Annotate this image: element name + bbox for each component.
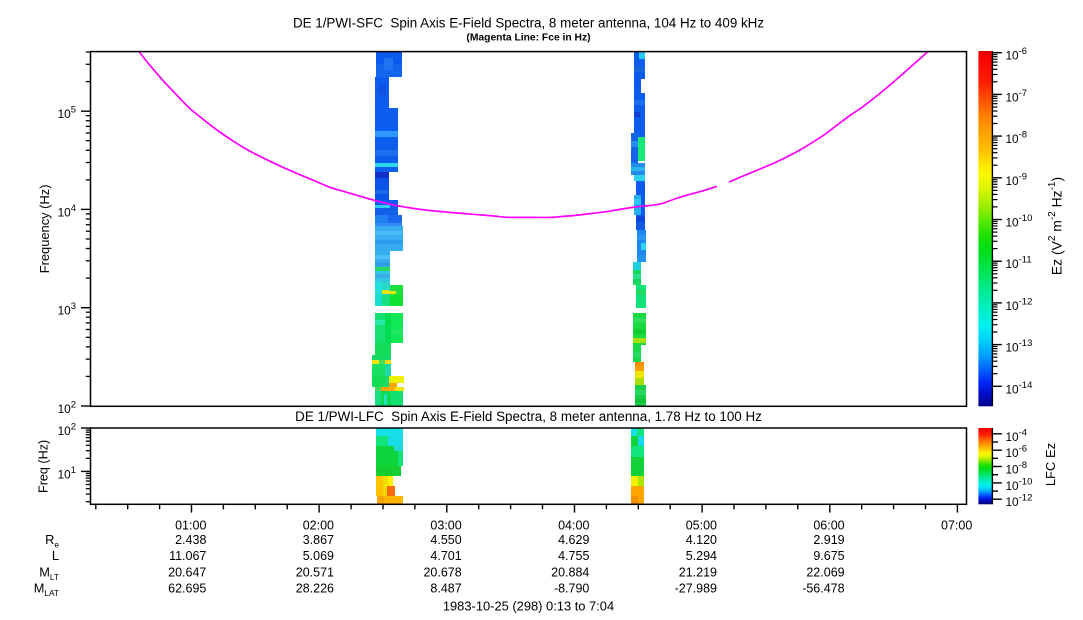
svg-text:4.120: 4.120 bbox=[686, 533, 717, 547]
svg-text:62.695: 62.695 bbox=[168, 582, 206, 596]
svg-text:22.069: 22.069 bbox=[806, 565, 844, 579]
svg-text:Frequency (Hz): Frequency (Hz) bbox=[37, 184, 52, 273]
svg-text:05:00: 05:00 bbox=[686, 519, 717, 533]
svg-text:8.487: 8.487 bbox=[430, 582, 461, 596]
svg-text:-27.989: -27.989 bbox=[675, 582, 717, 596]
svg-text:21.219: 21.219 bbox=[679, 565, 717, 579]
svg-text:-56.478: -56.478 bbox=[802, 582, 844, 596]
svg-text:06:00: 06:00 bbox=[813, 519, 844, 533]
svg-text:Ez (V2 m-2 Hz-1): Ez (V2 m-2 Hz-1) bbox=[1047, 177, 1065, 275]
svg-text:01:00: 01:00 bbox=[175, 519, 206, 533]
svg-text:Freq (Hz): Freq (Hz) bbox=[37, 440, 51, 493]
svg-text:L: L bbox=[52, 548, 59, 563]
svg-text:3.867: 3.867 bbox=[303, 533, 334, 547]
svg-text:07:00: 07:00 bbox=[941, 519, 972, 533]
svg-text:-8.790: -8.790 bbox=[554, 582, 589, 596]
svg-text:20.571: 20.571 bbox=[296, 565, 334, 579]
svg-text:20.884: 20.884 bbox=[551, 565, 589, 579]
svg-text:5.069: 5.069 bbox=[303, 549, 334, 563]
svg-text:28.226: 28.226 bbox=[296, 582, 334, 596]
svg-text:02:00: 02:00 bbox=[303, 519, 334, 533]
svg-text:2.438: 2.438 bbox=[175, 533, 206, 547]
svg-text:04:00: 04:00 bbox=[558, 519, 589, 533]
svg-text:DE 1/PWI-LFC Spin Axis E-Fiel: DE 1/PWI-LFC Spin Axis E-Field Spectra, … bbox=[295, 409, 762, 424]
svg-text:11.067: 11.067 bbox=[169, 549, 206, 563]
svg-text:9.675: 9.675 bbox=[813, 549, 844, 563]
svg-text:20.647: 20.647 bbox=[168, 565, 206, 579]
svg-text:03:00: 03:00 bbox=[430, 519, 461, 533]
svg-text:4.550: 4.550 bbox=[430, 533, 461, 547]
svg-text:20.678: 20.678 bbox=[423, 565, 461, 579]
svg-text:5.294: 5.294 bbox=[686, 549, 717, 563]
svg-text:4.755: 4.755 bbox=[558, 549, 589, 563]
svg-text:4.701: 4.701 bbox=[430, 549, 461, 563]
svg-text:2.919: 2.919 bbox=[813, 533, 844, 547]
svg-text:4.629: 4.629 bbox=[558, 533, 589, 547]
svg-text:(Magenta Line: Fce in Hz): (Magenta Line: Fce in Hz) bbox=[466, 33, 590, 44]
svg-text:1983-10-25 (298) 0:13 to 7:04: 1983-10-25 (298) 0:13 to 7:04 bbox=[443, 598, 614, 613]
svg-text:DE 1/PWI-SFC Spin Axis E-Fiel: DE 1/PWI-SFC Spin Axis E-Field Spectra, … bbox=[293, 16, 764, 31]
svg-text:LFC Ez: LFC Ez bbox=[1043, 443, 1058, 486]
